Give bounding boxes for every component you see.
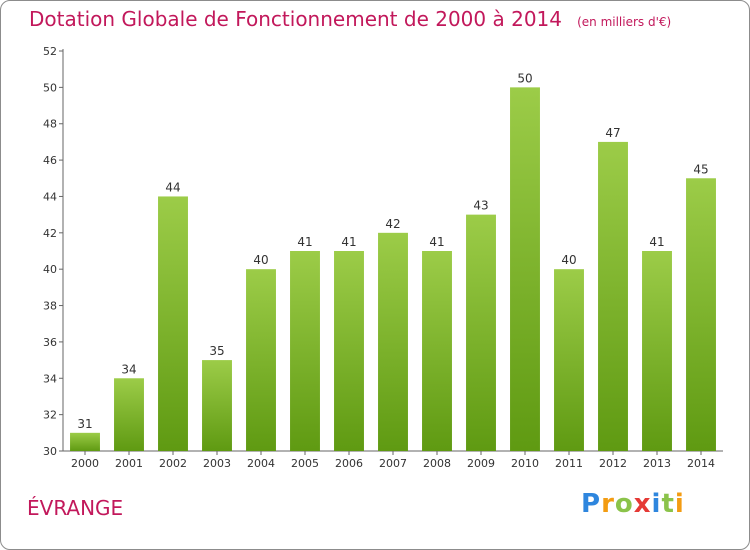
value-label: 34 [121, 362, 136, 376]
y-tick-label: 40 [43, 263, 57, 276]
x-tick-label: 2001 [115, 457, 143, 470]
x-tick-label: 2013 [643, 457, 671, 470]
x-tick-label: 2010 [511, 457, 539, 470]
value-label: 35 [209, 344, 224, 358]
y-tick-label: 38 [43, 300, 57, 313]
value-label: 41 [429, 235, 444, 249]
logo-letter: P [581, 489, 602, 519]
value-label: 44 [165, 180, 180, 194]
value-label: 47 [605, 126, 620, 140]
value-label: 41 [297, 235, 312, 249]
proxiti-logo[interactable]: Proxiti [581, 489, 685, 519]
logo-letter: i [651, 489, 662, 519]
value-label: 45 [693, 162, 708, 176]
value-label: 42 [385, 217, 400, 231]
labels: 2000 31 2001 34 2002 44 2003 35 2004 40 2005 41 2006… [71, 71, 715, 470]
x-tick-label: 2008 [423, 457, 451, 470]
y-tick-label: 50 [43, 81, 57, 94]
x-tick-label: 2002 [159, 457, 187, 470]
bar-2000 [70, 432, 100, 451]
value-label: 41 [649, 235, 664, 249]
bars [70, 87, 716, 452]
x-tick-label: 2012 [599, 457, 627, 470]
logo-letter: i [674, 489, 685, 519]
bar-2011 [554, 269, 584, 451]
y-tick-label: 44 [43, 190, 57, 203]
x-tick-label: 2003 [203, 457, 231, 470]
value-label: 40 [561, 253, 576, 267]
logo-letter: x [633, 489, 652, 519]
bar-2008 [422, 251, 452, 451]
y-tick-label: 48 [43, 118, 57, 131]
logo-letter: o [614, 489, 634, 519]
bar-2009 [466, 214, 496, 451]
chart-title-block: Dotation Globale de Fonctionnement de 20… [29, 7, 671, 31]
value-label: 50 [517, 71, 532, 85]
bar-2014 [686, 178, 716, 452]
x-tick-label: 2000 [71, 457, 99, 470]
y-tick-label: 34 [43, 372, 57, 385]
x-tick-label: 2004 [247, 457, 275, 470]
bar-2007 [378, 232, 408, 451]
bar-2013 [642, 251, 672, 451]
x-tick-label: 2007 [379, 457, 407, 470]
x-tick-label: 2006 [335, 457, 363, 470]
y-tick-label: 32 [43, 409, 57, 422]
bar-2003 [202, 360, 232, 451]
logo-letter: t [661, 489, 675, 519]
y-tick-label: 30 [43, 445, 57, 458]
value-label: 40 [253, 253, 268, 267]
x-tick-label: 2011 [555, 457, 583, 470]
commune-name: ÉVRANGE [27, 496, 124, 520]
bar-2001 [114, 378, 144, 451]
y-tick-label: 42 [43, 227, 57, 240]
bar-2012 [598, 141, 628, 451]
chart-unit: (en milliers d'€) [577, 15, 672, 29]
y-tick-label: 36 [43, 336, 57, 349]
bar-2010 [510, 87, 540, 451]
x-tick-label: 2014 [687, 457, 715, 470]
bar-2006 [334, 251, 364, 451]
bar-2002 [158, 196, 188, 451]
logo-letter: r [601, 489, 615, 519]
x-tick-label: 2009 [467, 457, 495, 470]
y-tick-label: 52 [43, 45, 57, 58]
bar-2004 [246, 269, 276, 451]
value-label: 31 [77, 417, 92, 431]
y-tick-label: 46 [43, 154, 57, 167]
x-tick-label: 2005 [291, 457, 319, 470]
chart-title: Dotation Globale de Fonctionnement de 20… [29, 7, 562, 31]
value-label: 43 [473, 199, 488, 213]
axes: 30 32 34 36 38 40 42 44 46 48 50 52 [43, 45, 723, 458]
value-label: 41 [341, 235, 356, 249]
bar-2005 [290, 251, 320, 451]
